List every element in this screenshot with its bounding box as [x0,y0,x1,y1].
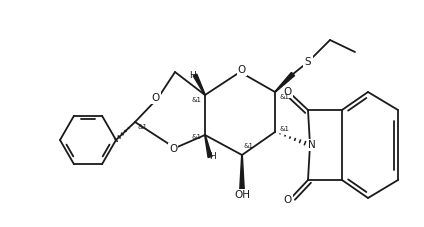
Polygon shape [193,74,205,95]
Text: S: S [305,57,311,67]
Text: O: O [284,195,292,205]
Text: N: N [308,140,316,150]
Text: O: O [169,144,177,154]
Polygon shape [275,72,295,92]
Text: &1: &1 [279,94,289,100]
Text: &1: &1 [138,124,148,130]
Text: H: H [190,71,196,80]
Polygon shape [240,155,244,190]
Text: &1: &1 [191,134,201,140]
Text: &1: &1 [191,97,201,103]
Text: &1: &1 [279,126,289,132]
Text: H: H [209,152,215,161]
Text: O: O [152,93,160,103]
Text: O: O [238,65,246,75]
Text: O: O [284,87,292,97]
Text: &1: &1 [244,143,254,149]
Text: OH: OH [234,190,250,200]
Polygon shape [205,135,212,158]
